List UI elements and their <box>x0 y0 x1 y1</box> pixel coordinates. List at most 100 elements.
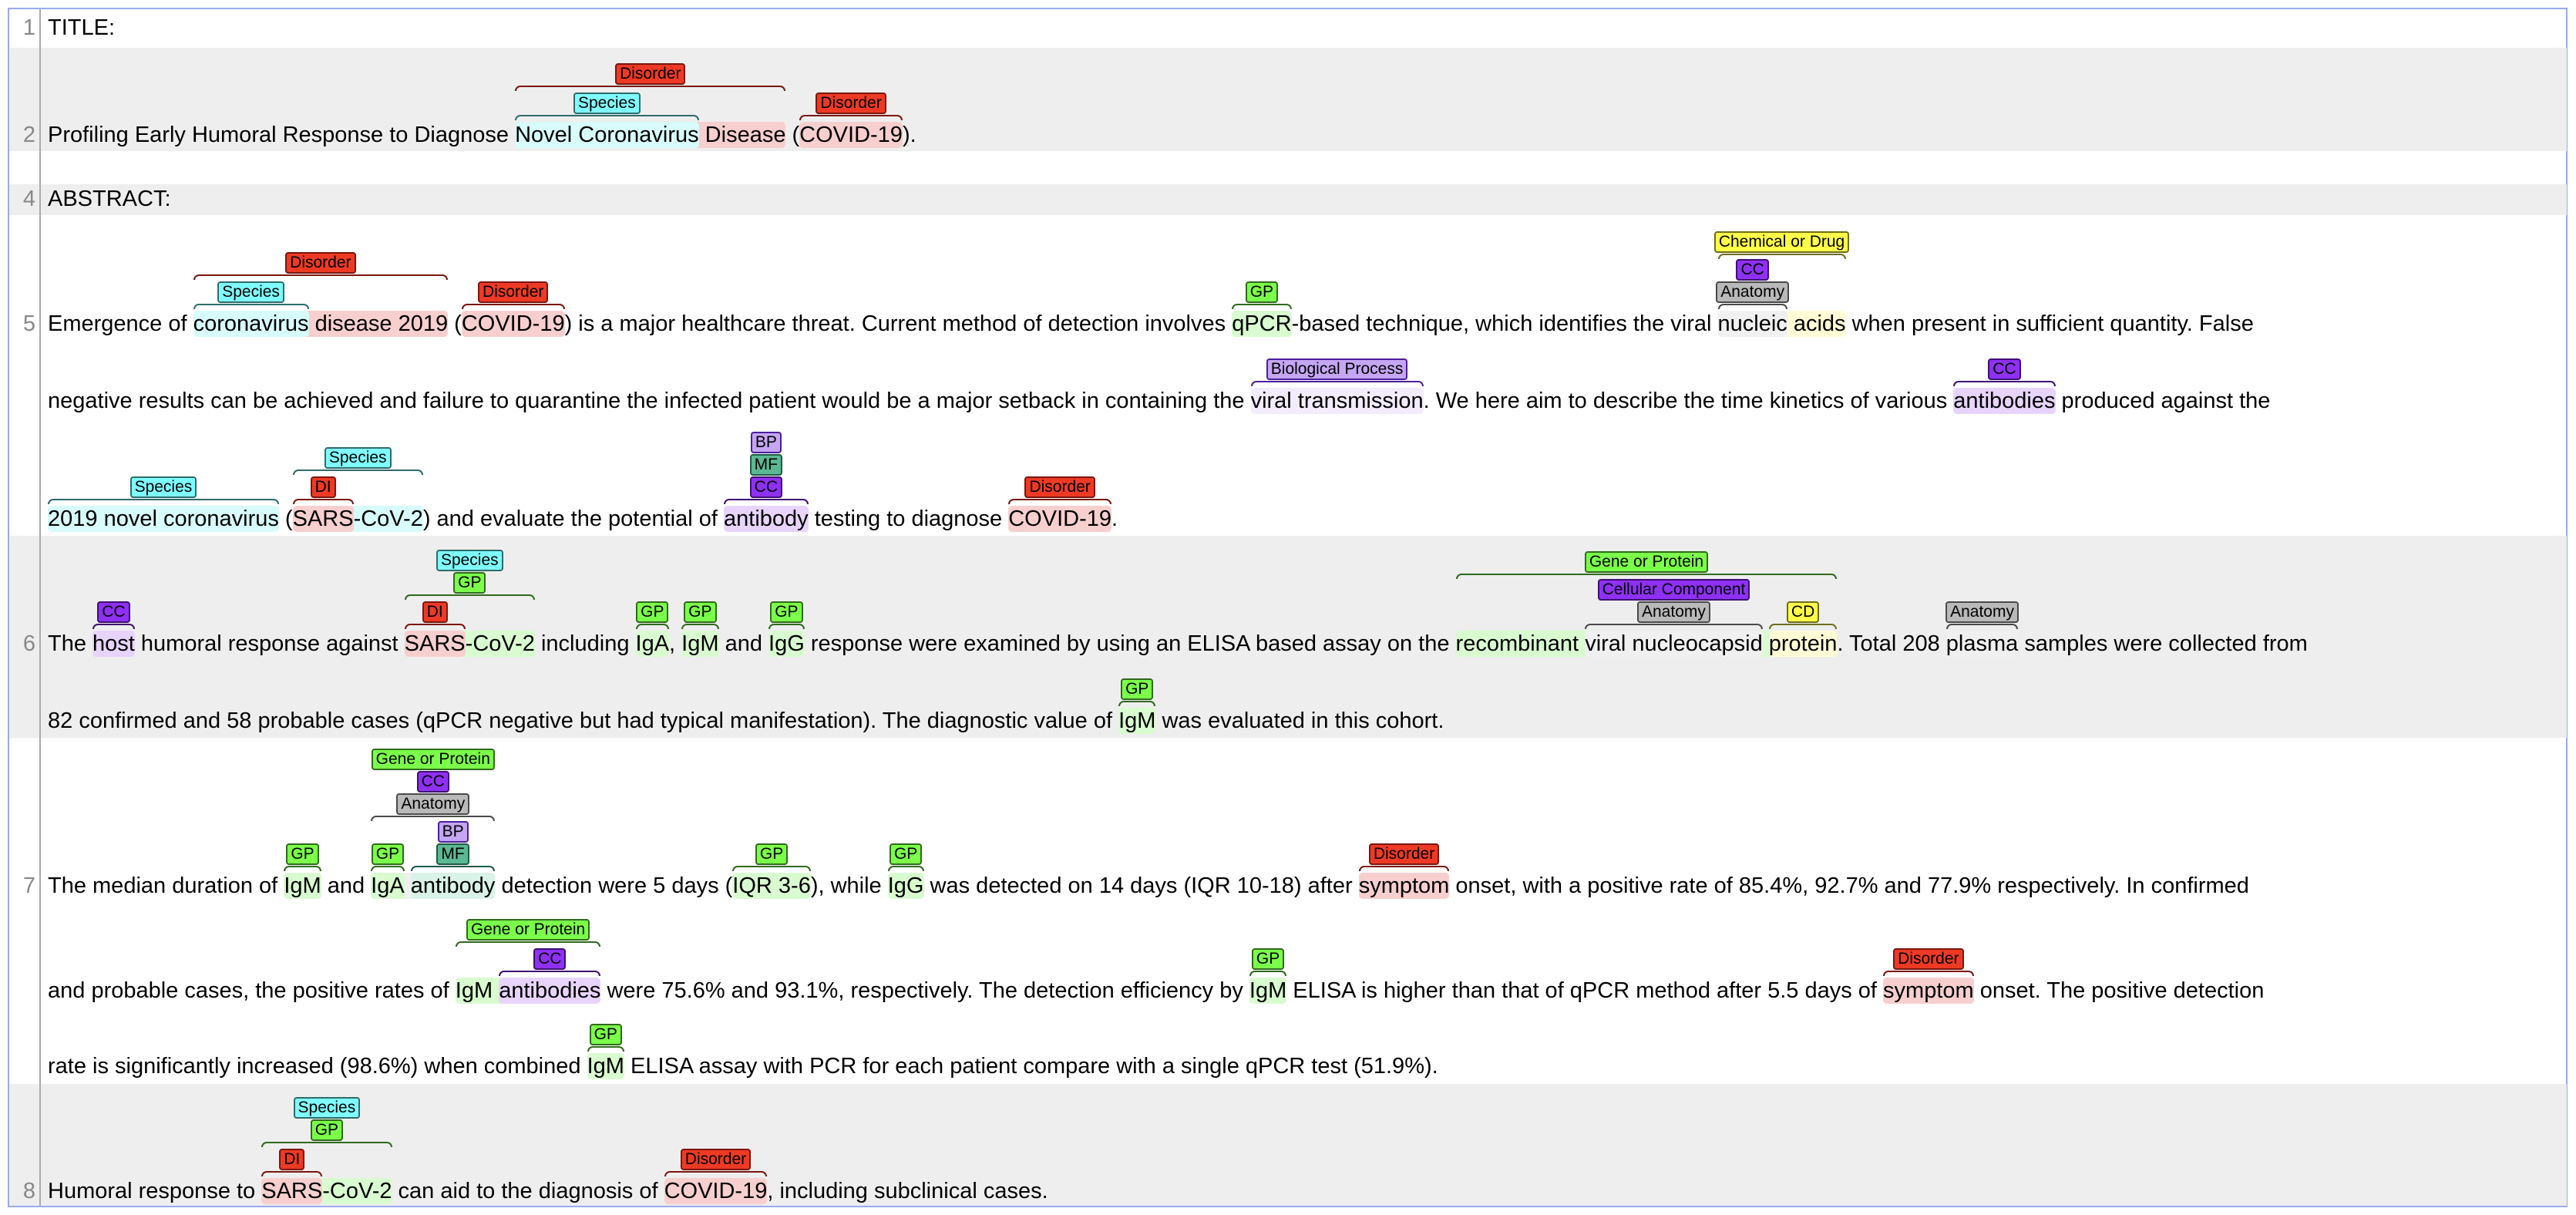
entity-label-disorder[interactable]: Disorder <box>285 252 356 274</box>
entity-label-cc[interactable]: CC <box>533 948 567 970</box>
entity-span[interactable]: coronavirus Species disease 2019 Disorder <box>193 252 449 337</box>
entity-label-cc[interactable]: CC <box>97 601 130 623</box>
entity-span[interactable]: IgM GP <box>587 1024 624 1079</box>
entity-span[interactable]: Novel Coronavirus Species <box>515 93 699 148</box>
entity-span[interactable]: COVID-19 Disorder <box>799 93 903 148</box>
entity-label-gp[interactable]: GP <box>770 601 803 623</box>
entity-label-species[interactable]: Species <box>129 476 197 498</box>
entity-label-species[interactable]: Species <box>293 1097 361 1119</box>
entity-label-disorder[interactable]: Disorder <box>1893 948 1964 970</box>
entity-span[interactable]: SARS DI <box>292 476 354 532</box>
entity-label-gp[interactable]: GP <box>1245 281 1279 303</box>
entity-span[interactable]: COVID-19 Disorder <box>461 281 565 337</box>
entity-label-anatomy[interactable]: Anatomy <box>1716 281 1790 303</box>
entity-span[interactable]: IgM antibodies CC Gene or Protein <box>455 919 601 1004</box>
entity-span[interactable]: viral transmission Biological Process <box>1250 358 1424 414</box>
entity-label-gp[interactable]: GP <box>453 572 486 594</box>
entity-span[interactable]: antibodies CC <box>499 948 601 1004</box>
entity-span[interactable]: host CC <box>92 601 135 657</box>
entity-span[interactable]: IgG GP <box>887 843 924 899</box>
entity-span[interactable]: antibody MF BP <box>410 821 496 899</box>
entity-span[interactable]: Novel Coronavirus Species Disease Disorder <box>515 63 786 148</box>
entity-span[interactable]: SARS DI <box>404 601 466 657</box>
entity-label-gp[interactable]: GP <box>636 601 669 623</box>
entity-label-disorder[interactable]: Disorder <box>478 281 549 303</box>
entity-label-gp[interactable]: GP <box>310 1119 344 1141</box>
entity-label-cc[interactable]: CC <box>416 771 449 793</box>
entity-label-gp[interactable]: GP <box>755 843 789 865</box>
entity-label-bp[interactable]: BP <box>437 821 469 843</box>
entity-text: IgM <box>681 631 719 656</box>
entity-label-cc[interactable]: CC <box>1988 358 2021 380</box>
entity-label-disorder[interactable]: DI <box>310 476 336 498</box>
entity-span[interactable]: IgA GP <box>371 843 405 899</box>
entity-span[interactable]: SARS DI <box>261 1149 323 1204</box>
entity-span[interactable]: qPCR GP <box>1232 281 1292 337</box>
entity-span[interactable]: IgA GP <box>635 601 670 657</box>
entity-label-gp[interactable]: GP <box>589 1024 622 1045</box>
entity-label-gp[interactable]: GP <box>889 843 923 865</box>
entity-label-species[interactable]: Species <box>324 447 392 469</box>
entity-span[interactable]: SARS DI -CoV-2 GP Species <box>261 1097 392 1204</box>
entity-label-gp[interactable]: GP <box>684 601 717 623</box>
text-segment: humoral response against <box>134 631 405 656</box>
entity-label-disorder[interactable]: Disorder <box>615 63 686 85</box>
entity-span[interactable]: antibody CC MF BP <box>724 432 809 532</box>
entity-span[interactable]: 2019 novel coronavirus Species <box>48 476 279 532</box>
entity-label-gp[interactable]: GP <box>371 843 405 865</box>
entity-label-cc[interactable]: CC <box>749 476 782 498</box>
entity-span[interactable]: COVID-19 Disorder <box>664 1149 768 1204</box>
entity-span[interactable]: protein CD <box>1768 601 1838 657</box>
entity-span[interactable]: IgM GP <box>1118 678 1156 734</box>
entity-label-species[interactable]: Species <box>573 93 641 114</box>
entity-label-gp[interactable]: Gene or Protein <box>371 749 495 770</box>
entity-label-disorder[interactable]: Disorder <box>1368 843 1440 865</box>
entity-span[interactable]: SARS DI -CoV-2 Species <box>292 447 423 532</box>
entity-label-disorder[interactable]: DI <box>279 1149 305 1170</box>
entity-label-disorder[interactable]: Disorder <box>1024 476 1095 498</box>
entity-span[interactable]: nucleic Anatomy CC <box>1716 259 1790 337</box>
entity-span[interactable]: IgG GP <box>768 601 805 657</box>
entity-label-mf[interactable]: MF <box>749 454 782 476</box>
entity-label-disorder[interactable]: DI <box>422 601 448 623</box>
entity-span[interactable]: IQR 3-6 GP <box>732 843 811 899</box>
entity-span[interactable]: coronavirus Species <box>193 281 309 337</box>
entity-label-gp[interactable]: GP <box>286 843 319 865</box>
entity-label-disorder[interactable]: Disorder <box>816 93 886 114</box>
entity-label-cc[interactable]: Cellular Component <box>1597 579 1750 601</box>
entity-label-gp[interactable]: Gene or Protein <box>466 919 590 941</box>
entity-span[interactable]: viral nucleocapsid Anatomy Cellular Compon… <box>1585 579 1763 657</box>
entity-label-gp[interactable]: Gene or Protein <box>1584 551 1709 573</box>
entity-span[interactable]: SARS DI -CoV-2 GP Species <box>404 550 535 657</box>
entity-label-cc[interactable]: CC <box>1736 259 1769 281</box>
entity-span[interactable]: IgA GP antibody MF BP Anatomy CC Gene or Prote… <box>371 749 496 899</box>
entity-label-gp[interactable]: GP <box>1121 678 1154 700</box>
entity-span[interactable]: IgM GP <box>284 843 321 899</box>
entity-label-bp[interactable]: BP <box>750 432 782 453</box>
entity-text: symptom <box>1883 978 1974 1003</box>
entity-label-anatomy[interactable]: Anatomy <box>1637 601 1710 623</box>
entity-label-cd[interactable]: CD <box>1786 601 1820 623</box>
entity-label-anatomy[interactable]: Anatomy <box>396 793 470 815</box>
entity-span[interactable]: symptom Disorder <box>1883 948 1974 1004</box>
entity-span[interactable]: plasma Anatomy <box>1945 601 2019 657</box>
entity-label-disorder[interactable]: Disorder <box>680 1149 752 1170</box>
entity-span[interactable]: COVID-19 Disorder <box>1008 476 1111 532</box>
entity-text: IgG <box>768 631 805 656</box>
entity-span[interactable]: IgM GP <box>1249 948 1287 1004</box>
sentence-line: negative results can be achieved and fai… <box>48 358 2270 415</box>
entity-label-cd[interactable]: Chemical or Drug <box>1713 231 1850 253</box>
text-segment: acids <box>1787 311 1846 336</box>
entity-span[interactable]: symptom Disorder <box>1358 843 1450 899</box>
entity-label-bp[interactable]: Biological Process <box>1266 358 1408 380</box>
entity-span[interactable]: antibodies CC <box>1953 358 2056 414</box>
entity-label-anatomy[interactable]: Anatomy <box>1945 601 2019 623</box>
entity-label-species[interactable]: Species <box>435 550 503 571</box>
entity-span[interactable]: IgM GP <box>681 601 719 657</box>
entity-span[interactable]: recombinant viral nucleocapsid Anatomy Cel… <box>1455 551 1838 657</box>
entity-label-mf[interactable]: MF <box>436 843 469 865</box>
entity-label-gp[interactable]: GP <box>1251 948 1285 970</box>
entity-label-species[interactable]: Species <box>217 281 284 303</box>
entity-span[interactable]: nucleic Anatomy CC acids Chemical or Drug <box>1713 231 1850 337</box>
label-stack: GP <box>681 601 719 631</box>
